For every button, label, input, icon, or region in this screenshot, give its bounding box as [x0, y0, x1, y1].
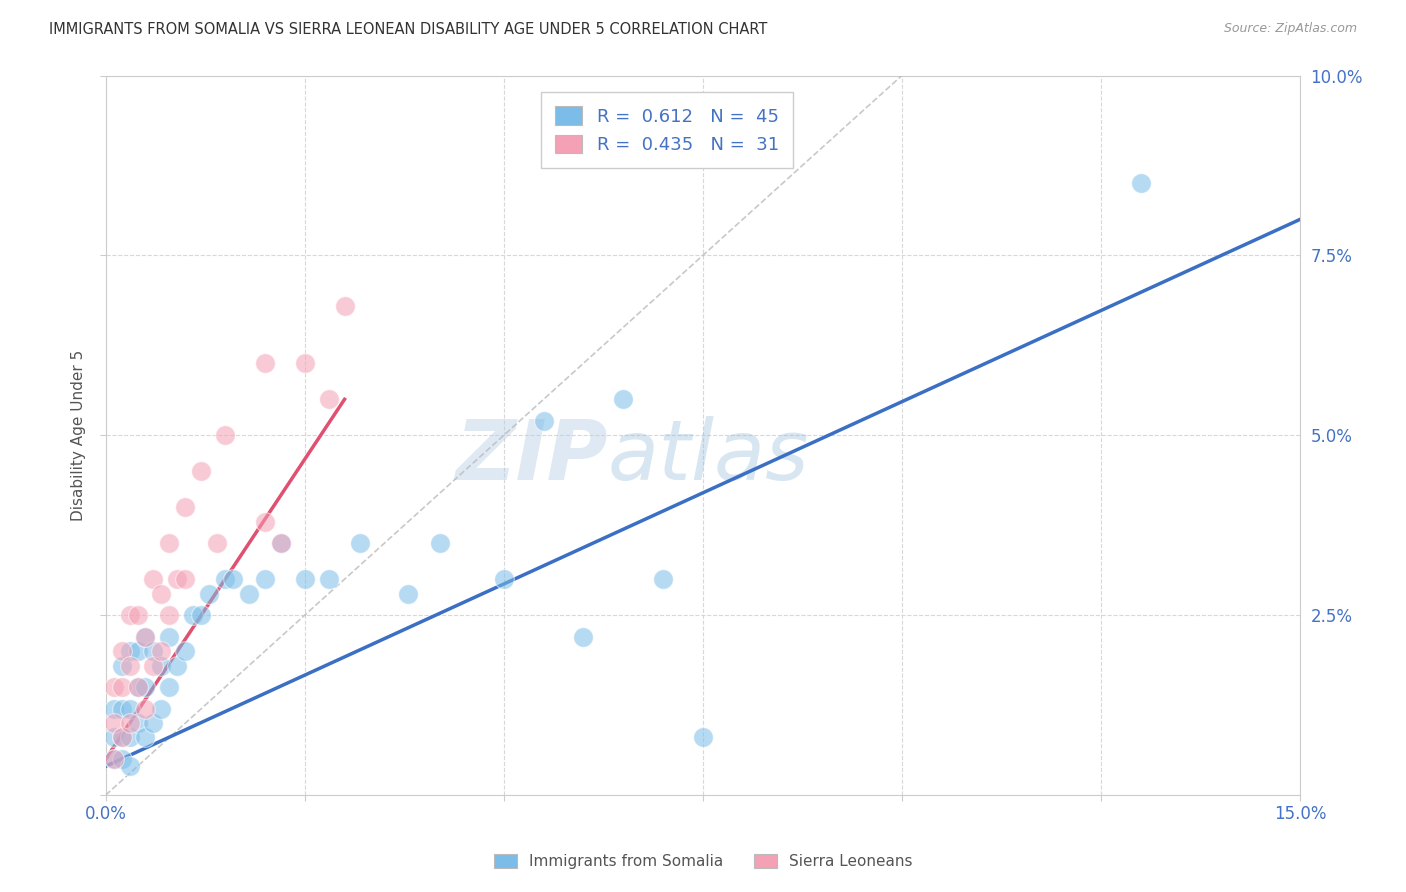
Point: [118, 759, 141, 773]
Point: [270, 536, 292, 550]
Point: [127, 680, 149, 694]
Point: [127, 680, 149, 694]
Point: [118, 702, 141, 716]
Point: [190, 464, 212, 478]
Point: [214, 428, 236, 442]
Point: [142, 644, 165, 658]
Point: [318, 392, 340, 407]
Point: [198, 586, 221, 600]
Point: [134, 630, 156, 644]
Point: [103, 702, 125, 716]
Point: [142, 716, 165, 731]
Point: [127, 716, 149, 731]
Point: [492, 572, 515, 586]
Point: [396, 586, 419, 600]
Point: [127, 644, 149, 658]
Point: [110, 680, 132, 694]
Point: [294, 356, 316, 370]
Point: [110, 731, 132, 745]
Point: [103, 731, 125, 745]
Point: [205, 536, 228, 550]
Point: [174, 500, 197, 515]
Point: [318, 572, 340, 586]
Point: [253, 515, 276, 529]
Point: [103, 752, 125, 766]
Point: [150, 658, 173, 673]
Point: [110, 658, 132, 673]
Point: [157, 608, 180, 623]
Point: [118, 731, 141, 745]
Text: ZIP: ZIP: [454, 417, 607, 498]
Point: [238, 586, 260, 600]
Y-axis label: Disability Age Under 5: Disability Age Under 5: [72, 350, 86, 521]
Point: [103, 680, 125, 694]
Point: [103, 716, 125, 731]
Point: [150, 702, 173, 716]
Point: [150, 644, 173, 658]
Text: atlas: atlas: [607, 417, 808, 498]
Point: [270, 536, 292, 550]
Point: [110, 702, 132, 716]
Point: [429, 536, 451, 550]
Point: [253, 572, 276, 586]
Point: [157, 630, 180, 644]
Point: [150, 586, 173, 600]
Point: [134, 731, 156, 745]
Point: [181, 608, 204, 623]
Point: [110, 644, 132, 658]
Point: [222, 572, 245, 586]
Point: [127, 608, 149, 623]
Point: [349, 536, 371, 550]
Point: [118, 644, 141, 658]
Point: [142, 658, 165, 673]
Legend: Immigrants from Somalia, Sierra Leoneans: Immigrants from Somalia, Sierra Leoneans: [488, 848, 918, 875]
Point: [118, 658, 141, 673]
Point: [214, 572, 236, 586]
Point: [294, 572, 316, 586]
Point: [1129, 177, 1152, 191]
Point: [157, 536, 180, 550]
Point: [190, 608, 212, 623]
Legend: R =  0.612   N =  45, R =  0.435   N =  31: R = 0.612 N = 45, R = 0.435 N = 31: [541, 92, 793, 169]
Point: [118, 716, 141, 731]
Point: [103, 752, 125, 766]
Point: [612, 392, 634, 407]
Point: [652, 572, 675, 586]
Point: [166, 572, 188, 586]
Text: IMMIGRANTS FROM SOMALIA VS SIERRA LEONEAN DISABILITY AGE UNDER 5 CORRELATION CHA: IMMIGRANTS FROM SOMALIA VS SIERRA LEONEA…: [49, 22, 768, 37]
Point: [174, 572, 197, 586]
Point: [333, 299, 356, 313]
Point: [572, 630, 595, 644]
Point: [692, 731, 714, 745]
Point: [134, 680, 156, 694]
Point: [134, 702, 156, 716]
Point: [142, 572, 165, 586]
Point: [166, 658, 188, 673]
Point: [134, 630, 156, 644]
Text: Source: ZipAtlas.com: Source: ZipAtlas.com: [1223, 22, 1357, 36]
Point: [110, 752, 132, 766]
Point: [118, 608, 141, 623]
Point: [157, 680, 180, 694]
Point: [110, 731, 132, 745]
Point: [533, 414, 555, 428]
Point: [253, 356, 276, 370]
Point: [174, 644, 197, 658]
